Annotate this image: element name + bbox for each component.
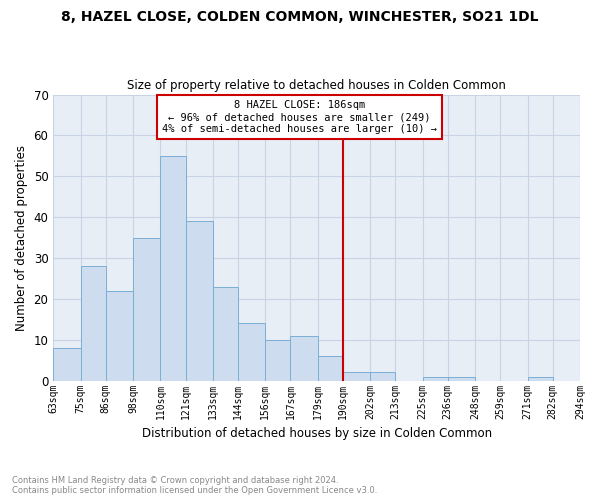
Text: 8 HAZEL CLOSE: 186sqm
← 96% of detached houses are smaller (249)
4% of semi-deta: 8 HAZEL CLOSE: 186sqm ← 96% of detached …	[162, 100, 437, 134]
Bar	[370, 372, 395, 380]
Title: Size of property relative to detached houses in Colden Common: Size of property relative to detached ho…	[127, 79, 506, 92]
Bar	[527, 376, 553, 380]
X-axis label: Distribution of detached houses by size in Colden Common: Distribution of detached houses by size …	[142, 427, 492, 440]
Bar	[318, 356, 343, 380]
Bar	[422, 376, 448, 380]
Bar	[343, 372, 370, 380]
Bar	[106, 290, 133, 380]
Bar	[185, 221, 213, 380]
Bar	[290, 336, 318, 380]
Bar	[160, 156, 185, 380]
Text: 8, HAZEL CLOSE, COLDEN COMMON, WINCHESTER, SO21 1DL: 8, HAZEL CLOSE, COLDEN COMMON, WINCHESTE…	[61, 10, 539, 24]
Text: Contains HM Land Registry data © Crown copyright and database right 2024.
Contai: Contains HM Land Registry data © Crown c…	[12, 476, 377, 495]
Bar	[238, 324, 265, 380]
Y-axis label: Number of detached properties: Number of detached properties	[15, 144, 28, 330]
Bar	[213, 286, 238, 380]
Bar	[133, 238, 160, 380]
Bar	[448, 376, 475, 380]
Bar	[265, 340, 290, 380]
Bar	[80, 266, 106, 380]
Bar	[53, 348, 80, 380]
